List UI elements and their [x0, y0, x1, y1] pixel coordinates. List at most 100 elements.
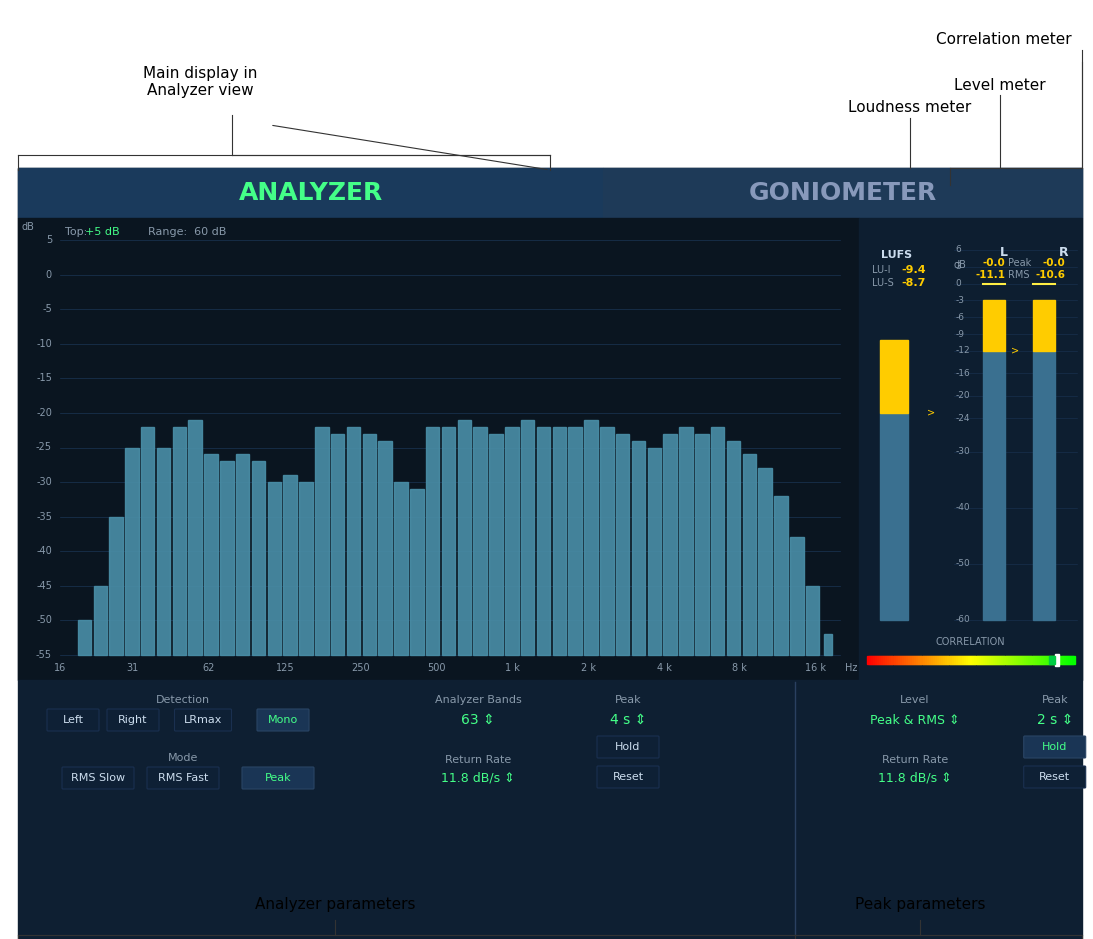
- Bar: [1014, 656, 1016, 664]
- Bar: [910, 656, 913, 664]
- Bar: [897, 656, 901, 664]
- Text: Return Rate: Return Rate: [445, 755, 512, 765]
- Bar: [1041, 656, 1044, 664]
- Bar: [925, 656, 928, 664]
- Text: 4 k: 4 k: [657, 663, 671, 673]
- Bar: [824, 634, 833, 655]
- Bar: [954, 656, 956, 664]
- Bar: [922, 656, 926, 664]
- Text: Peak: Peak: [265, 773, 292, 783]
- Text: 63 ⇕: 63 ⇕: [461, 713, 495, 727]
- Bar: [1051, 656, 1055, 664]
- Bar: [1059, 656, 1062, 664]
- Bar: [1020, 656, 1023, 664]
- Bar: [1063, 656, 1067, 664]
- Text: R: R: [1059, 245, 1068, 258]
- Text: 0: 0: [955, 279, 962, 288]
- Bar: [156, 448, 171, 655]
- Bar: [1024, 656, 1027, 664]
- Text: -15: -15: [36, 374, 52, 383]
- Text: -50: -50: [955, 560, 971, 568]
- Bar: [790, 537, 803, 655]
- Text: Peak: Peak: [614, 695, 642, 705]
- Text: 16 k: 16 k: [806, 663, 826, 673]
- Bar: [1033, 656, 1035, 664]
- Bar: [490, 434, 503, 655]
- Bar: [935, 656, 938, 664]
- Bar: [971, 656, 974, 664]
- Text: -50: -50: [36, 615, 52, 625]
- Bar: [283, 475, 297, 655]
- Bar: [1061, 656, 1065, 664]
- Text: >: >: [927, 408, 935, 418]
- Text: RMS: RMS: [1008, 270, 1030, 280]
- Bar: [869, 656, 872, 664]
- Bar: [94, 586, 107, 655]
- Bar: [985, 656, 988, 664]
- Bar: [904, 656, 907, 664]
- Bar: [473, 426, 486, 655]
- Text: -9: -9: [955, 330, 964, 339]
- Bar: [880, 412, 907, 620]
- Text: -55: -55: [36, 650, 52, 660]
- Bar: [1018, 656, 1021, 664]
- Bar: [1033, 351, 1055, 620]
- FancyBboxPatch shape: [107, 709, 158, 731]
- Bar: [1057, 656, 1060, 664]
- Text: Peak: Peak: [1042, 695, 1068, 705]
- Text: Level: Level: [900, 695, 929, 705]
- Text: -11.1: -11.1: [976, 270, 1006, 280]
- Bar: [874, 656, 878, 664]
- Bar: [251, 461, 266, 655]
- Bar: [945, 656, 949, 664]
- Bar: [1033, 300, 1055, 351]
- Text: Mono: Mono: [268, 715, 298, 725]
- Bar: [918, 656, 921, 664]
- Bar: [220, 461, 234, 655]
- Bar: [679, 426, 693, 655]
- Bar: [188, 420, 202, 655]
- FancyBboxPatch shape: [1024, 766, 1085, 788]
- Bar: [1054, 656, 1056, 664]
- FancyBboxPatch shape: [597, 736, 659, 758]
- Bar: [1010, 656, 1013, 664]
- Bar: [553, 426, 566, 655]
- Text: -6: -6: [955, 313, 964, 322]
- Text: -20: -20: [36, 408, 52, 418]
- Bar: [17, 680, 1082, 939]
- Bar: [973, 656, 975, 664]
- Bar: [315, 426, 329, 655]
- Bar: [964, 656, 967, 664]
- Bar: [1026, 656, 1030, 664]
- Text: -30: -30: [955, 447, 971, 456]
- Bar: [983, 656, 986, 664]
- Bar: [902, 656, 905, 664]
- Bar: [943, 656, 947, 664]
- Text: >: >: [1011, 346, 1020, 356]
- Text: RMS Slow: RMS Slow: [71, 773, 125, 783]
- Bar: [1068, 656, 1071, 664]
- Text: 31: 31: [126, 663, 139, 673]
- Bar: [1072, 656, 1076, 664]
- Bar: [363, 434, 376, 655]
- Bar: [1036, 656, 1039, 664]
- Bar: [927, 656, 930, 664]
- Text: -40: -40: [36, 546, 52, 556]
- Bar: [980, 656, 984, 664]
- Bar: [989, 656, 992, 664]
- Bar: [900, 656, 903, 664]
- Bar: [991, 656, 995, 664]
- Text: 3: 3: [955, 262, 962, 271]
- Text: Left: Left: [62, 715, 83, 725]
- Bar: [893, 656, 896, 664]
- Bar: [537, 426, 550, 655]
- Bar: [908, 656, 912, 664]
- Bar: [458, 420, 471, 655]
- FancyBboxPatch shape: [242, 767, 314, 789]
- Bar: [966, 656, 969, 664]
- Text: -60: -60: [955, 615, 971, 624]
- Text: Level meter: Level meter: [954, 78, 1046, 93]
- Text: -5: -5: [43, 304, 52, 315]
- Bar: [906, 656, 909, 664]
- Text: Mode: Mode: [168, 753, 198, 763]
